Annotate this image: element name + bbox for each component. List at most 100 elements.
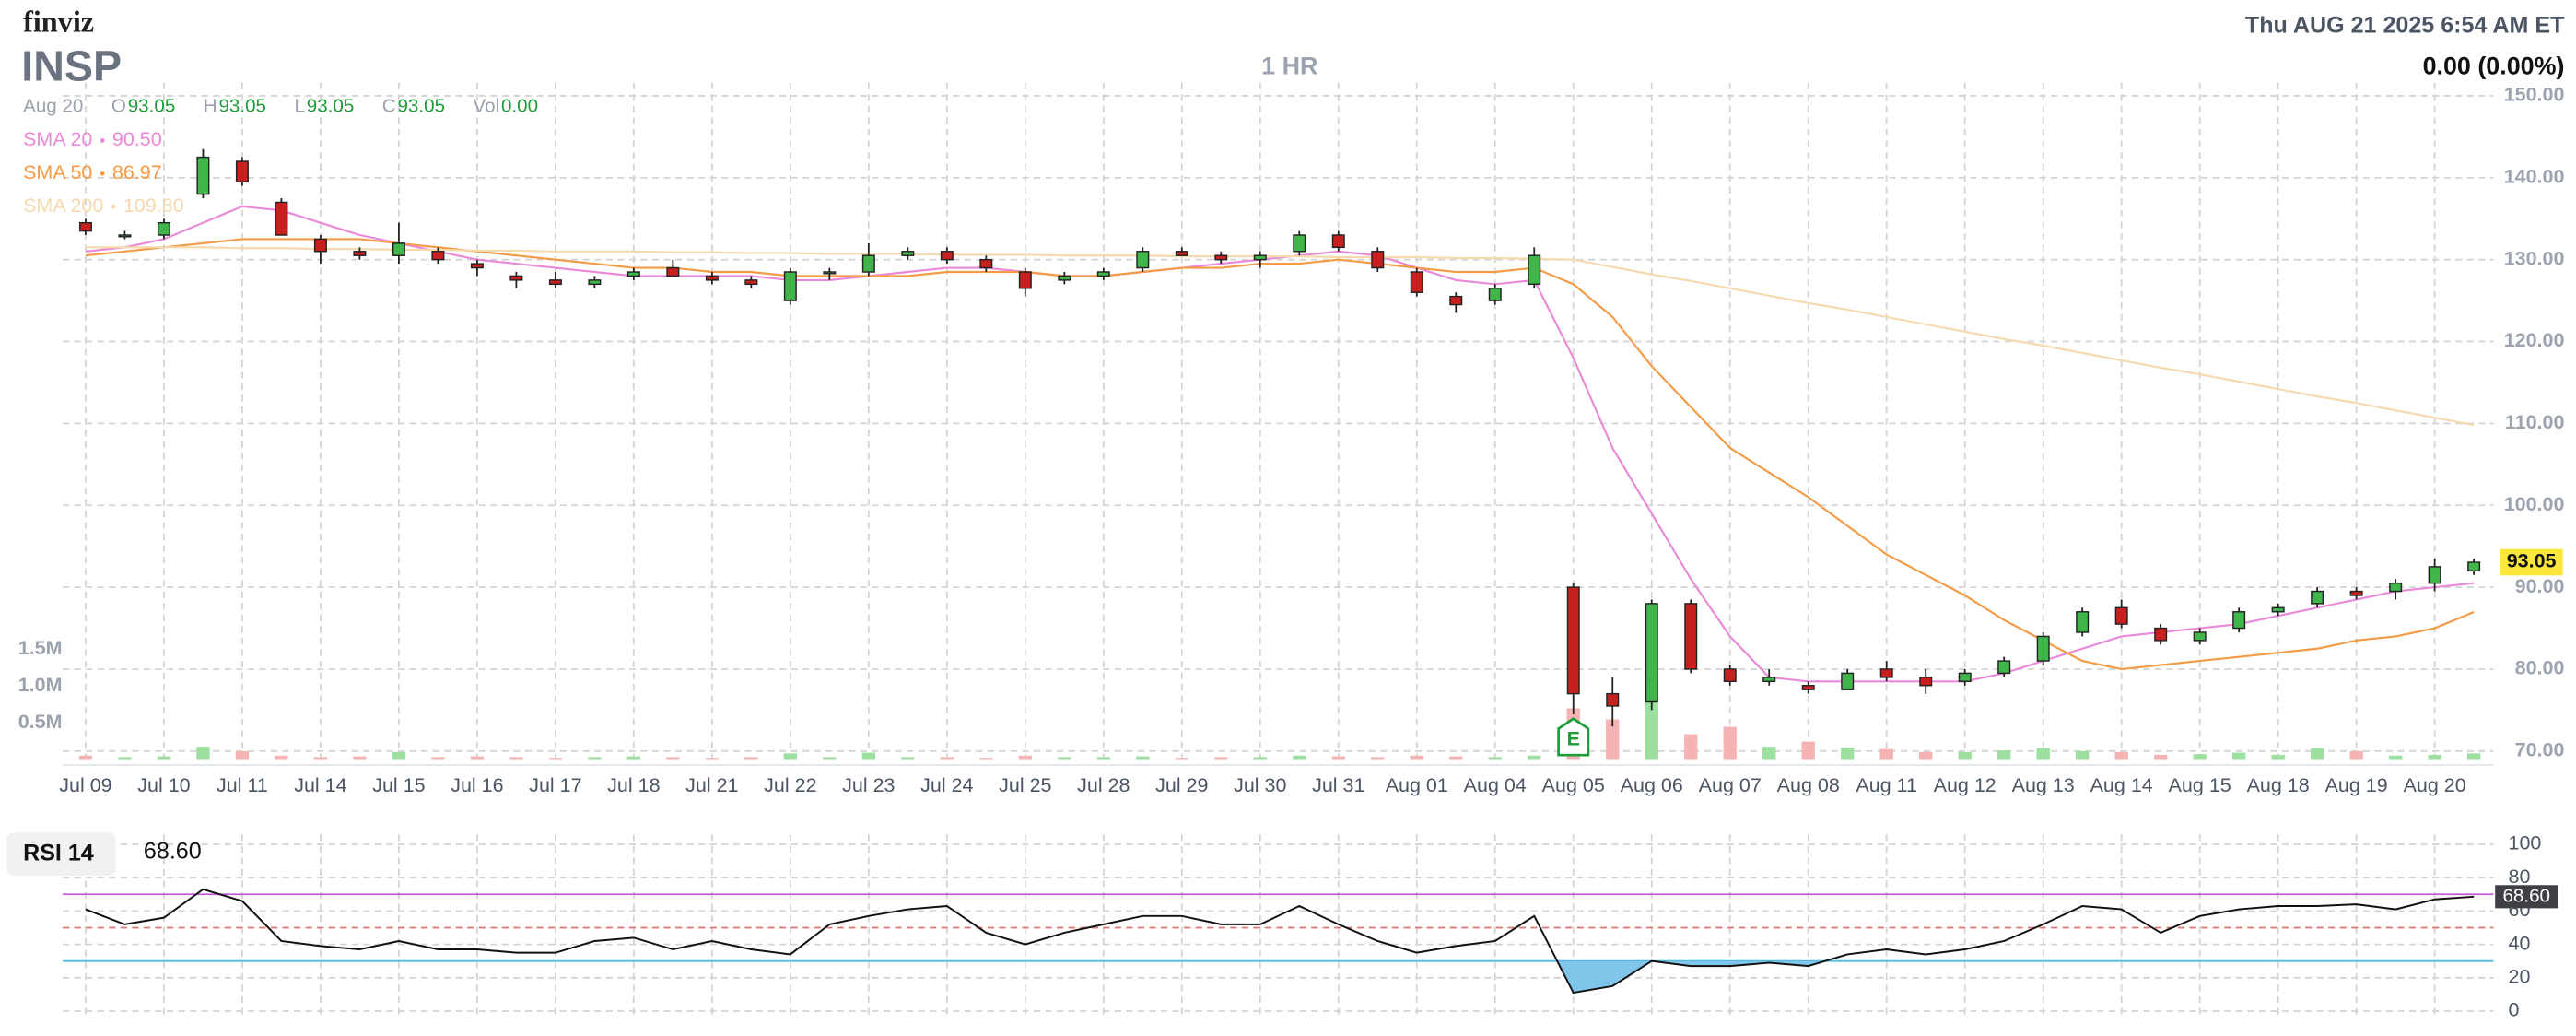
candle-body	[2193, 631, 2207, 642]
candle-body	[1253, 254, 1267, 261]
logo: finviz	[23, 5, 94, 38]
candle-body	[1997, 660, 2011, 675]
volume-bar	[1762, 747, 1776, 760]
candle-body	[2076, 611, 2090, 633]
y-tick-label: 20	[2509, 965, 2531, 987]
volume-bar	[1606, 719, 1620, 760]
y-tick-label: 110.00	[2505, 411, 2565, 433]
candle-body	[2232, 611, 2246, 630]
volume-tick-label: 0.5M	[18, 711, 63, 733]
candle-body	[1488, 288, 1502, 301]
x-tick-label: Jul 17	[529, 774, 581, 796]
volume-bar	[1293, 755, 1306, 760]
volume-bar	[2349, 750, 2363, 760]
volume-bar	[118, 757, 132, 760]
candle-body	[901, 251, 915, 256]
candle-body	[1449, 295, 1463, 306]
volume-bar	[2154, 754, 2168, 760]
candle-body	[2154, 627, 2168, 642]
volume-bar	[901, 757, 915, 760]
candle-body	[1841, 672, 1855, 690]
candle-body	[1684, 603, 1698, 670]
candle-body	[2311, 590, 2324, 605]
oversold-area	[1557, 960, 1825, 994]
x-tick-label: Jul 22	[764, 774, 816, 796]
volume-bar	[2231, 752, 2246, 760]
volume-bar	[1371, 757, 1385, 760]
x-tick-label: Jul 29	[1155, 774, 1208, 796]
candle-body	[157, 221, 170, 236]
sma-legend-dot	[100, 138, 105, 143]
y-tick-label: 80	[2509, 865, 2531, 888]
candle-body	[392, 242, 405, 256]
candle-body	[235, 160, 249, 182]
x-tick-label: Aug 18	[2247, 774, 2310, 796]
sma-legend-value: 109.80	[123, 194, 184, 217]
legend-value: 93.05	[218, 96, 266, 117]
volume-bar	[2428, 754, 2441, 760]
volume-bar	[1449, 756, 1463, 760]
candle-body	[2349, 590, 2363, 596]
x-tick-label: Jul 21	[685, 774, 738, 796]
volume-bar	[1331, 756, 1345, 760]
legend-key: H	[204, 96, 217, 117]
candle-body	[2036, 635, 2050, 662]
candle-body	[1606, 692, 1620, 707]
volume-bar	[392, 751, 406, 760]
candle-body	[2114, 606, 2128, 625]
candle-body	[1645, 603, 1658, 703]
x-tick-label: Jul 15	[372, 774, 425, 796]
sma-line	[85, 205, 2475, 683]
candle-body	[1566, 586, 1580, 695]
legend-value: 93.05	[128, 96, 176, 117]
volume-bar	[313, 757, 328, 760]
x-tick-label: Jul 14	[294, 774, 346, 796]
candle-body	[744, 279, 758, 286]
x-tick-label: Aug 11	[1856, 774, 1917, 796]
legend-key: O	[111, 96, 126, 117]
volume-bar	[1997, 750, 2011, 760]
candle-body	[275, 201, 288, 236]
volume-bar	[78, 755, 93, 760]
x-tick-label: Jul 30	[1234, 774, 1286, 796]
x-tick-label: Aug 14	[2090, 774, 2153, 796]
volume-bar	[470, 756, 485, 760]
x-tick-label: Jul 23	[842, 774, 895, 796]
rsi-last-box	[2495, 885, 2558, 909]
legend-value: 93.05	[307, 96, 355, 117]
volume-bar	[431, 757, 445, 760]
ticker: INSP	[21, 42, 122, 90]
candle-body	[1058, 275, 1071, 281]
legend-value: 0.00	[501, 96, 538, 117]
y-tick-label: 0	[2509, 999, 2520, 1021]
candle-body	[1919, 677, 1933, 687]
legend-value: 93.05	[397, 96, 445, 117]
ohlc-legend: Aug 20 O 93.05 H 93.05 L 93.05 C 93.05 Vol 0.00	[23, 96, 538, 117]
volume-bar	[1879, 748, 1893, 760]
volume-bar	[861, 752, 876, 760]
sma-legend-value: 86.97	[112, 161, 162, 183]
rsi-line	[85, 888, 2475, 995]
x-tick-label: Aug 08	[1777, 774, 1840, 796]
volume-bar	[1528, 755, 1541, 760]
candle-body	[509, 275, 523, 281]
candle-body	[2428, 566, 2441, 584]
volume-bar	[157, 756, 171, 760]
candle-body	[588, 279, 602, 286]
legend-key: Vol	[474, 96, 500, 117]
sma-line	[85, 246, 2475, 427]
volume-bar	[666, 757, 680, 760]
candle-body	[1879, 668, 1893, 678]
volume-bar	[1684, 734, 1698, 760]
y-tick-label: 100	[2509, 832, 2542, 854]
candle-body	[666, 266, 680, 277]
volume-bar	[1214, 757, 1228, 760]
candle-body	[1528, 254, 1541, 286]
sma-legend-dot	[111, 204, 116, 209]
volume-bar	[2076, 750, 2090, 760]
volume-bar	[783, 753, 798, 760]
volume-bar	[1919, 751, 1933, 760]
volume-bar	[1410, 755, 1423, 760]
volume-bar	[2388, 755, 2403, 760]
candle-body	[2389, 582, 2403, 593]
